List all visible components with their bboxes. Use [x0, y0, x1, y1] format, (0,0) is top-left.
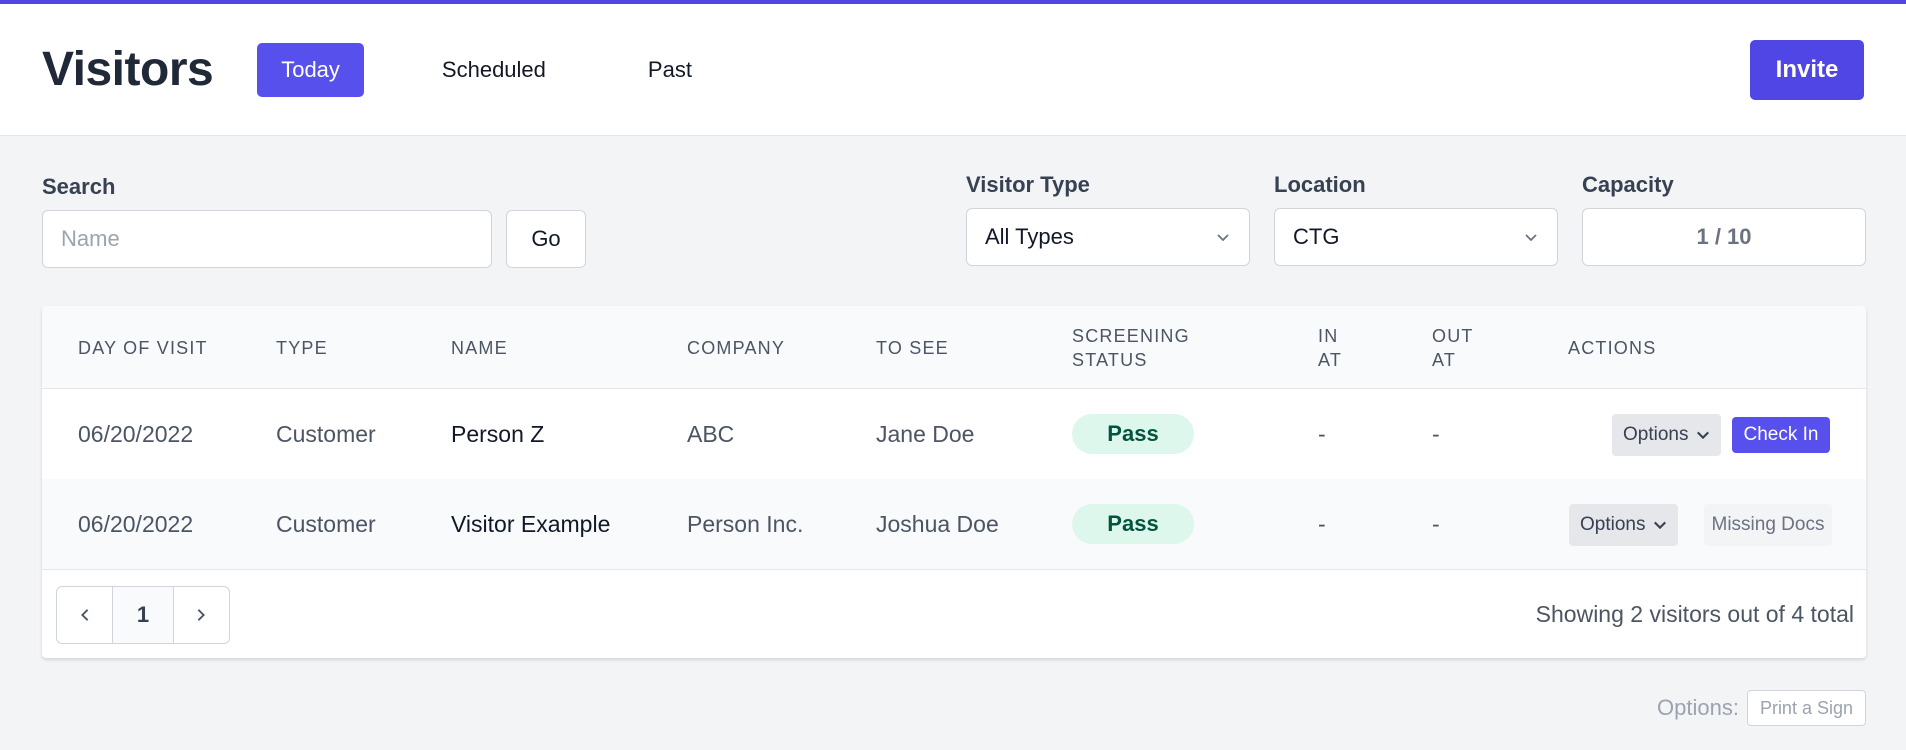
location-value: CTG — [1293, 224, 1340, 249]
filter-bar: Search Go Visitor Type All Types Locatio… — [0, 170, 1906, 270]
col-day-of-visit: DAY OF VISIT — [78, 338, 208, 358]
page-options: Options: Print a Sign — [1657, 690, 1866, 726]
next-page-button[interactable] — [174, 587, 229, 643]
check-in-button[interactable]: Check In — [1732, 417, 1830, 453]
location-label: Location — [1274, 172, 1366, 197]
visitors-table: DAY OF VISIT TYPE NAME COMPANY TO SEE SC… — [42, 306, 1866, 658]
table-row: 06/20/2022 Customer Visitor Example Pers… — [42, 479, 1866, 569]
chevron-down-icon — [1525, 234, 1537, 242]
missing-docs-button[interactable]: Missing Docs — [1704, 504, 1832, 546]
cell-company: Person Inc. — [687, 510, 804, 537]
page-number-button[interactable]: 1 — [112, 587, 174, 643]
cell-to-see: Jane Doe — [876, 420, 975, 447]
capacity-value: 1 / 10 — [1582, 208, 1866, 266]
options-dropdown-button[interactable]: Options — [1612, 414, 1722, 456]
table-footer: 1 Showing 2 visitors out of 4 total — [42, 569, 1866, 658]
location-select[interactable]: CTG — [1274, 208, 1558, 266]
options-label: Options: — [1657, 695, 1739, 720]
cell-in-at: - — [1318, 510, 1326, 537]
go-button[interactable]: Go — [506, 210, 586, 268]
col-type: TYPE — [276, 338, 328, 358]
search-label: Search — [42, 174, 116, 199]
visitor-type-select[interactable]: All Types — [966, 208, 1250, 266]
search-input[interactable] — [42, 210, 492, 268]
pagination: 1 — [56, 586, 230, 644]
page-header: Visitors Today Scheduled Past Invite — [0, 4, 1906, 136]
chevron-down-icon — [1217, 234, 1229, 242]
cell-day: 06/20/2022 — [78, 510, 194, 537]
cell-company: ABC — [687, 420, 735, 447]
screening-status-badge: Pass — [1072, 414, 1194, 454]
table-header: DAY OF VISIT TYPE NAME COMPANY TO SEE SC… — [42, 306, 1866, 389]
col-actions: ACTIONS — [1568, 338, 1657, 358]
chevron-down-icon — [1697, 431, 1710, 440]
print-sign-button[interactable]: Print a Sign — [1746, 690, 1866, 726]
results-summary: Showing 2 visitors out of 4 total — [1535, 601, 1854, 627]
col-name: NAME — [451, 338, 508, 358]
cell-out-at: - — [1432, 510, 1440, 537]
previous-page-button[interactable] — [57, 587, 112, 643]
cell-to-see: Joshua Doe — [876, 510, 999, 537]
tab-scheduled[interactable]: Scheduled — [441, 56, 546, 82]
screening-status-badge: Pass — [1072, 504, 1194, 544]
chevron-down-icon — [1654, 521, 1667, 530]
col-company: COMPANY — [687, 338, 786, 358]
cell-name: Person Z — [451, 420, 545, 447]
table-row: 06/20/2022 Customer Person Z ABC Jane Do… — [42, 389, 1866, 479]
visitor-type-label: Visitor Type — [966, 172, 1090, 197]
cell-name: Visitor Example — [451, 510, 611, 537]
tab-past[interactable]: Past — [647, 56, 692, 82]
cell-out-at: - — [1432, 420, 1440, 447]
cell-day: 06/20/2022 — [78, 420, 194, 447]
chevron-left-icon — [80, 609, 88, 621]
chevron-right-icon — [198, 609, 206, 621]
cell-type: Customer — [276, 420, 376, 447]
page-title: Visitors — [42, 43, 214, 96]
col-screening-status: SCREENING STATUS — [1072, 326, 1190, 370]
cell-type: Customer — [276, 510, 376, 537]
cell-in-at: - — [1318, 420, 1326, 447]
capacity-label: Capacity — [1582, 172, 1674, 197]
options-dropdown-button[interactable]: Options — [1569, 504, 1679, 546]
top-accent-bar — [0, 0, 1906, 4]
tab-today[interactable]: Today — [257, 42, 364, 97]
col-out-at: OUT AT — [1432, 326, 1474, 370]
visitor-type-value: All Types — [985, 224, 1074, 249]
col-in-at: IN AT — [1318, 326, 1343, 370]
invite-button[interactable]: Invite — [1750, 40, 1864, 100]
col-to-see: TO SEE — [876, 338, 949, 358]
